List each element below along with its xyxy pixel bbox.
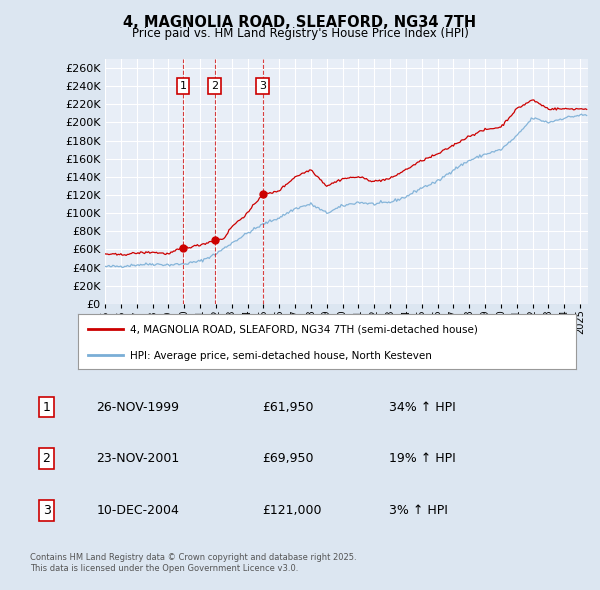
Text: 26-NOV-1999: 26-NOV-1999 — [96, 401, 179, 414]
Text: £69,950: £69,950 — [262, 452, 313, 466]
Text: 3% ↑ HPI: 3% ↑ HPI — [389, 504, 448, 517]
Text: 1: 1 — [179, 81, 187, 91]
Text: 4, MAGNOLIA ROAD, SLEAFORD, NG34 7TH: 4, MAGNOLIA ROAD, SLEAFORD, NG34 7TH — [124, 15, 476, 30]
Text: 34% ↑ HPI: 34% ↑ HPI — [389, 401, 455, 414]
Text: 1: 1 — [43, 401, 50, 414]
Text: 4, MAGNOLIA ROAD, SLEAFORD, NG34 7TH (semi-detached house): 4, MAGNOLIA ROAD, SLEAFORD, NG34 7TH (se… — [130, 324, 478, 335]
Text: 2: 2 — [43, 452, 50, 466]
Text: Contains HM Land Registry data © Crown copyright and database right 2025.
This d: Contains HM Land Registry data © Crown c… — [30, 553, 356, 573]
Text: HPI: Average price, semi-detached house, North Kesteven: HPI: Average price, semi-detached house,… — [130, 350, 432, 360]
Text: £61,950: £61,950 — [262, 401, 313, 414]
Text: 2: 2 — [211, 81, 218, 91]
Text: 23-NOV-2001: 23-NOV-2001 — [96, 452, 179, 466]
Text: £121,000: £121,000 — [262, 504, 322, 517]
Text: 3: 3 — [259, 81, 266, 91]
Text: 19% ↑ HPI: 19% ↑ HPI — [389, 452, 455, 466]
Text: 3: 3 — [43, 504, 50, 517]
Text: Price paid vs. HM Land Registry's House Price Index (HPI): Price paid vs. HM Land Registry's House … — [131, 27, 469, 40]
Text: 10-DEC-2004: 10-DEC-2004 — [96, 504, 179, 517]
